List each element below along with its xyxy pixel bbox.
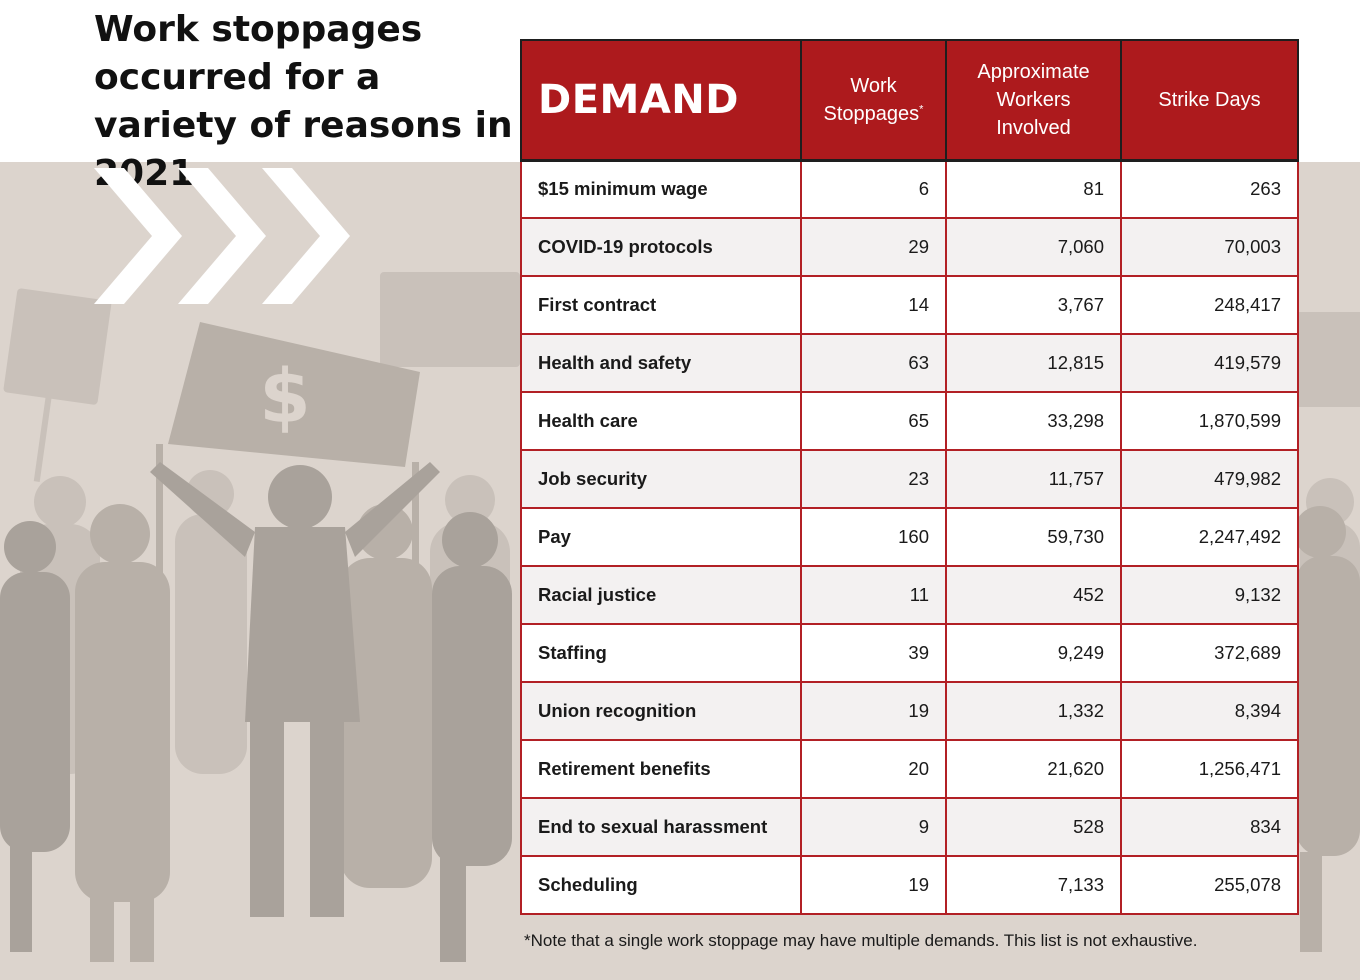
cell-workers-involved: 59,730 (945, 507, 1122, 567)
footnote: *Note that a single work stoppage may ha… (524, 931, 1198, 950)
table-row: Job security 23 11,757 479,982 (520, 449, 1299, 509)
table-row: Scheduling 19 7,133 255,078 (520, 855, 1299, 915)
header-stoppages-line-2: Stoppages* (810, 100, 937, 128)
cell-work-stoppages: 160 (800, 507, 947, 567)
cell-demand: Health and safety (520, 333, 802, 393)
cell-strike-days: 834 (1120, 797, 1299, 857)
cell-work-stoppages: 63 (800, 333, 947, 393)
cell-strike-days: 2,247,492 (1120, 507, 1299, 567)
cell-demand: Racial justice (520, 565, 802, 625)
cell-demand: COVID-19 protocols (520, 217, 802, 277)
cell-demand: $15 minimum wage (520, 159, 802, 219)
cell-strike-days: 70,003 (1120, 217, 1299, 277)
cell-strike-days: 248,417 (1120, 275, 1299, 335)
cell-demand: Pay (520, 507, 802, 567)
dollar-sign-icon: $ (259, 354, 311, 440)
cell-workers-involved: 3,767 (945, 275, 1122, 335)
chevron-arrows-icon (94, 168, 350, 304)
table-header-row: DEMAND Work Stoppages* Approximate Worke… (520, 40, 1299, 162)
cell-workers-involved: 1,332 (945, 681, 1122, 741)
table-row: Union recognition 19 1,332 8,394 (520, 681, 1299, 741)
table-row: Staffing 39 9,249 372,689 (520, 623, 1299, 683)
cell-demand: Staffing (520, 623, 802, 683)
cell-strike-days: 255,078 (1120, 855, 1299, 915)
header-stoppages-line-2-text: Stoppages (823, 102, 920, 125)
cell-workers-involved: 11,757 (945, 449, 1122, 509)
cell-demand: First contract (520, 275, 802, 335)
header-stoppages-line-1: Work (850, 74, 897, 97)
header-work-stoppages: Work Stoppages* (800, 40, 947, 162)
header-workers-line-2: Workers (996, 88, 1071, 111)
table-row: Pay 160 59,730 2,247,492 (520, 507, 1299, 567)
cell-workers-involved: 7,133 (945, 855, 1122, 915)
header-strike-days: Strike Days (1120, 40, 1299, 162)
table-row: End to sexual harassment 9 528 834 (520, 797, 1299, 857)
table-row: Retirement benefits 20 21,620 1,256,471 (520, 739, 1299, 799)
cell-demand: Retirement benefits (520, 739, 802, 799)
table-row: Racial justice 11 452 9,132 (520, 565, 1299, 625)
cell-work-stoppages: 65 (800, 391, 947, 451)
cell-demand: Health care (520, 391, 802, 451)
cell-demand: Scheduling (520, 855, 802, 915)
cell-work-stoppages: 11 (800, 565, 947, 625)
table-row: COVID-19 protocols 29 7,060 70,003 (520, 217, 1299, 277)
cell-workers-involved: 33,298 (945, 391, 1122, 451)
table-row: Health care 65 33,298 1,870,599 (520, 391, 1299, 451)
cell-work-stoppages: 20 (800, 739, 947, 799)
table-row: Health and safety 63 12,815 419,579 (520, 333, 1299, 393)
cell-work-stoppages: 19 (800, 681, 947, 741)
cell-work-stoppages: 39 (800, 623, 947, 683)
header-demand: DEMAND (520, 40, 802, 162)
protest-crowd-silhouette: $ (0, 272, 1360, 962)
cell-work-stoppages: 29 (800, 217, 947, 277)
cell-strike-days: 8,394 (1120, 681, 1299, 741)
cell-workers-involved: 12,815 (945, 333, 1122, 393)
cell-workers-involved: 21,620 (945, 739, 1122, 799)
footnote-marker: * (919, 103, 924, 116)
cell-workers-involved: 9,249 (945, 623, 1122, 683)
header-workers-line-1: Approximate (977, 60, 1090, 83)
header-workers-line-3: Involved (996, 116, 1071, 139)
demands-table: DEMAND Work Stoppages* Approximate Worke… (520, 39, 1299, 915)
cell-work-stoppages: 23 (800, 449, 947, 509)
cell-work-stoppages: 14 (800, 275, 947, 335)
cell-strike-days: 1,256,471 (1120, 739, 1299, 799)
table-body: $15 minimum wage 6 81 263 COVID-19 protocols… (520, 159, 1299, 915)
cell-workers-involved: 7,060 (945, 217, 1122, 277)
cell-strike-days: 1,870,599 (1120, 391, 1299, 451)
cell-work-stoppages: 19 (800, 855, 947, 915)
table-row: $15 minimum wage 6 81 263 (520, 159, 1299, 219)
demands-table-container: DEMAND Work Stoppages* Approximate Worke… (520, 39, 1299, 915)
cell-workers-involved: 452 (945, 565, 1122, 625)
cell-strike-days: 263 (1120, 159, 1299, 219)
cell-demand: Job security (520, 449, 802, 509)
cell-demand: End to sexual harassment (520, 797, 802, 857)
cell-workers-involved: 528 (945, 797, 1122, 857)
cell-demand: Union recognition (520, 681, 802, 741)
cell-workers-involved: 81 (945, 159, 1122, 219)
cell-strike-days: 419,579 (1120, 333, 1299, 393)
cell-work-stoppages: 6 (800, 159, 947, 219)
cell-strike-days: 372,689 (1120, 623, 1299, 683)
cell-work-stoppages: 9 (800, 797, 947, 857)
table-row: First contract 14 3,767 248,417 (520, 275, 1299, 335)
header-workers-involved: Approximate Workers Involved (945, 40, 1122, 162)
cell-strike-days: 479,982 (1120, 449, 1299, 509)
cell-strike-days: 9,132 (1120, 565, 1299, 625)
